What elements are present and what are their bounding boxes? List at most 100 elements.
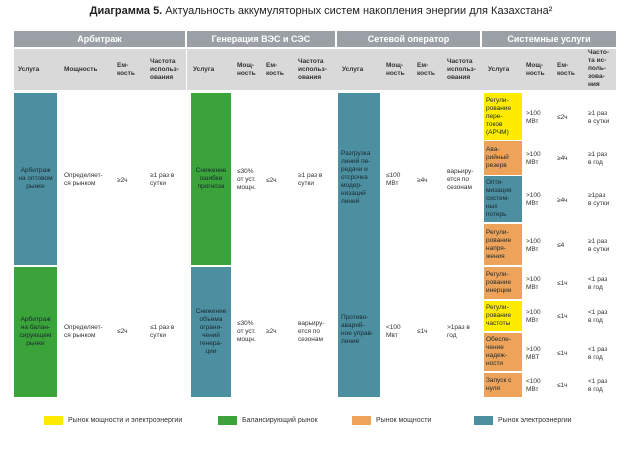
col-arb-frequency: Частота использ- ования xyxy=(150,58,179,81)
service-label: Снижение ошибки прогноза xyxy=(195,167,227,190)
cell-frequency: ≥1раз в сутки xyxy=(588,192,610,207)
cell-capacity: ≤2ч xyxy=(557,114,568,121)
cell-frequency: ≥1 раз в сутки xyxy=(588,110,610,125)
cell-power: <100 Мвт xyxy=(386,324,401,339)
legend-swatch-green xyxy=(218,416,237,425)
section-arbitrage: Арбитраж xyxy=(14,31,185,47)
service-block: Опти- мизация систем- ных потерь xyxy=(484,176,522,222)
service-block: Регули- рование инерции xyxy=(484,267,522,299)
cell-power: ≤100 МВт xyxy=(386,172,401,187)
service-label: Ава- рийный резерв xyxy=(486,146,509,169)
cell-capacity: ≤4 xyxy=(557,242,565,249)
legend-label: Рынок мощности и электроэнергии xyxy=(68,417,183,424)
cell-power: Определяет- ся рынком xyxy=(64,324,103,339)
col-arb-service: Услуга xyxy=(18,66,40,73)
page-title: Диаграмма 5. Актуальность аккумуляторных… xyxy=(0,5,642,17)
service-label: Противо- аварий- ное управ- ление xyxy=(341,314,374,345)
cell-frequency: >1раз в год xyxy=(447,324,470,339)
cell-frequency: ≥1 раз в сутки xyxy=(588,238,610,253)
cell-power: >100 МВт xyxy=(526,192,541,207)
service-block: Арбитраж на оптовом рынке xyxy=(14,93,57,265)
cell-power: >100 МВт xyxy=(526,276,541,291)
cell-frequency: ≥1 раз в сутки xyxy=(150,172,175,187)
cell-capacity: ≤1ч xyxy=(557,350,568,357)
cell-frequency: ≥1 раз в год xyxy=(588,151,608,166)
col-gen-frequency: Частота использ- ования xyxy=(298,58,327,81)
cell-power: >100 МВт xyxy=(526,238,541,253)
col-sys-frequency: Часто- та ис- поль- зова- ния xyxy=(588,49,610,88)
service-label: Снижение объема ограни- чений генера- ци… xyxy=(195,308,227,355)
service-block: Снижение объема ограни- чений генера- ци… xyxy=(191,267,231,397)
service-block: Обеспе- чение надеж- ности xyxy=(484,333,522,371)
cell-power: >100 МВт xyxy=(526,110,541,125)
section-network: Сетевой оператор xyxy=(337,31,480,47)
service-label: Регули- рование частоты xyxy=(486,304,512,327)
cell-capacity: ≤1ч xyxy=(557,280,568,287)
cell-capacity: ≥4ч xyxy=(557,197,568,204)
col-arb-capacity: Ем- кость xyxy=(117,62,135,77)
cell-frequency: варьиру- ется по сезонам xyxy=(447,168,474,191)
service-label: Разгрузка линий пе- редачи и отсрочка мо… xyxy=(341,150,371,205)
cell-capacity: ≥4ч xyxy=(557,155,568,162)
legend-swatch-yellow xyxy=(44,416,63,425)
cell-frequency: <1 раз в год xyxy=(588,309,608,324)
legend-swatch-teal xyxy=(474,416,493,425)
service-label: Арбитраж на оптовом рынке xyxy=(18,167,53,190)
service-block: Ава- рийный резерв xyxy=(484,141,522,175)
cell-capacity: ≤2ч xyxy=(266,177,277,184)
col-arb-power: Мощность xyxy=(64,66,98,73)
title-rest: Актуальность аккумуляторных систем накоп… xyxy=(162,5,553,17)
service-label: Регули- рование инерции xyxy=(486,271,512,294)
divider xyxy=(185,49,187,397)
cell-power: ≤30% от уст. мощн. xyxy=(237,168,256,191)
service-label: Регули- рование пере- токов (АРЧМ) xyxy=(486,96,512,136)
cell-power: >100 МВт xyxy=(526,309,541,324)
section-generation: Генерация ВЭС и СЭС xyxy=(187,31,335,47)
col-sys-service: Услуга xyxy=(488,66,510,73)
col-gen-service: Услуга xyxy=(193,66,215,73)
cell-frequency: <1 раз в год xyxy=(588,378,608,393)
cell-capacity: ≤2ч xyxy=(117,328,128,335)
cell-power: <100 МВт xyxy=(526,378,541,393)
service-label: Арбитраж на балан- сирующем рынке xyxy=(19,316,52,347)
col-gen-capacity: Ем- кость xyxy=(266,62,284,77)
service-block: Регули- рование пере- токов (АРЧМ) xyxy=(484,93,522,140)
cell-power: >100 МВт xyxy=(526,151,541,166)
cell-capacity: ≥2ч xyxy=(266,328,277,335)
col-sys-power: Мощ- ность xyxy=(526,62,545,77)
service-block: Снижение ошибки прогноза xyxy=(191,93,231,265)
cell-power: ≤30% от уст. мощн. xyxy=(237,320,256,343)
legend-label: Балансирующий рынок xyxy=(242,417,318,424)
col-sys-capacity: Ем- кость xyxy=(557,62,575,77)
service-label: Опти- мизация систем- ных потерь xyxy=(486,179,512,218)
cell-frequency: ≥1 раз в сутки xyxy=(298,172,323,187)
cell-capacity: ≤1ч xyxy=(557,313,568,320)
service-label: Регули- рование напря- жения xyxy=(486,228,512,260)
service-block: Регули- рование напря- жения xyxy=(484,224,522,265)
service-label: Запуск с нуля xyxy=(486,377,512,392)
cell-frequency: варьиру- ется по сезонам xyxy=(298,320,325,343)
col-net-capacity: Ем- кость xyxy=(417,62,435,77)
cell-capacity: ≥2ч xyxy=(117,177,128,184)
column-header-row xyxy=(14,49,616,90)
title-bold: Диаграмма 5. xyxy=(89,5,163,17)
section-system: Системные услуги xyxy=(482,31,616,47)
cell-frequency: <1 раз в год xyxy=(588,276,608,291)
cell-power: >100 МВТ xyxy=(526,346,541,361)
col-net-power: Мощ- ность xyxy=(386,62,405,77)
legend-swatch-orange xyxy=(352,416,371,425)
service-block: Арбитраж на балан- сирующем рынке xyxy=(14,267,57,397)
service-label: Обеспе- чение надеж- ности xyxy=(486,336,511,367)
col-gen-power: Мощ- ность xyxy=(237,62,256,77)
legend-label: Рынок мощности xyxy=(376,417,432,424)
cell-capacity: ≤1ч xyxy=(417,328,428,335)
cell-capacity: ≥4ч xyxy=(417,177,428,184)
col-net-frequency: Частота использ- ования xyxy=(447,58,476,81)
service-block: Регули- рование частоты xyxy=(484,301,522,331)
service-block: Запуск с нуля xyxy=(484,373,522,397)
cell-frequency: <1 раз в год xyxy=(588,346,608,361)
col-net-service: Услуга xyxy=(342,66,364,73)
legend-label: Рынок электроэнергии xyxy=(498,417,572,424)
cell-frequency: ≤1 раз в сутки xyxy=(150,324,175,339)
cell-capacity: ≤1ч xyxy=(557,382,568,389)
